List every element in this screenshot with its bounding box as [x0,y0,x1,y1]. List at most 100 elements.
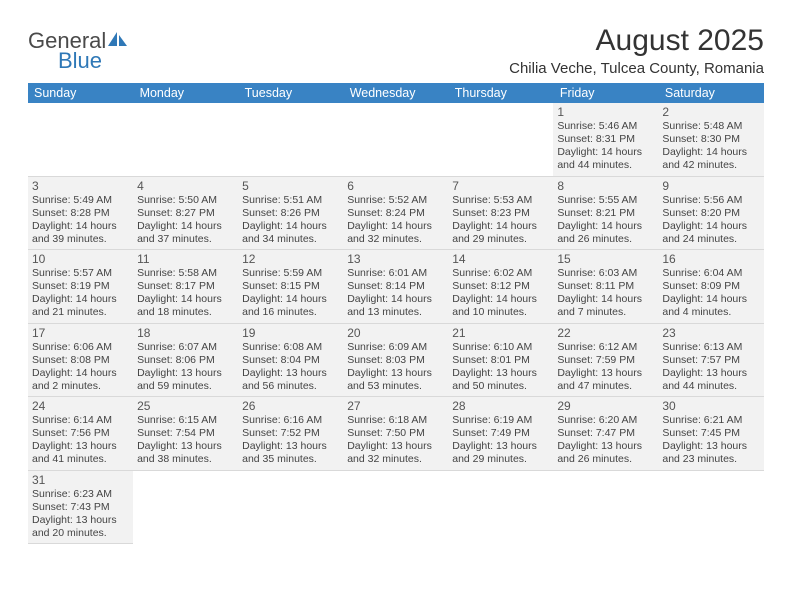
calendar-cell [28,103,133,176]
location-text: Chilia Veche, Tulcea County, Romania [509,60,764,77]
calendar-cell: 6Sunrise: 5:52 AMSunset: 8:24 PMDaylight… [343,176,448,250]
calendar-cell [133,470,238,544]
calendar-page: General Blue August 2025 Chilia Veche, T… [0,0,792,560]
day-info: Sunrise: 5:56 AMSunset: 8:20 PMDaylight:… [662,194,759,247]
calendar-cell: 3Sunrise: 5:49 AMSunset: 8:28 PMDaylight… [28,176,133,250]
day-info: Sunrise: 5:49 AMSunset: 8:28 PMDaylight:… [32,194,129,247]
day-number: 4 [137,179,234,193]
brand-name-2: Blue [58,50,128,72]
calendar-cell: 18Sunrise: 6:07 AMSunset: 8:06 PMDayligh… [133,323,238,397]
calendar-cell: 20Sunrise: 6:09 AMSunset: 8:03 PMDayligh… [343,323,448,397]
day-number: 31 [32,473,129,487]
day-info: Sunrise: 6:07 AMSunset: 8:06 PMDaylight:… [137,341,234,394]
day-info: Sunrise: 5:50 AMSunset: 8:27 PMDaylight:… [137,194,234,247]
weekday-header: Wednesday [343,83,448,103]
day-info: Sunrise: 5:58 AMSunset: 8:17 PMDaylight:… [137,267,234,320]
calendar-cell: 4Sunrise: 5:50 AMSunset: 8:27 PMDaylight… [133,176,238,250]
day-info: Sunrise: 6:20 AMSunset: 7:47 PMDaylight:… [557,414,654,467]
day-number: 13 [347,252,444,266]
calendar-body: 1Sunrise: 5:46 AMSunset: 8:31 PMDaylight… [28,103,764,544]
day-number: 27 [347,399,444,413]
day-number: 25 [137,399,234,413]
brand-text: General Blue [28,30,128,72]
day-number: 9 [662,179,759,193]
day-number: 20 [347,326,444,340]
day-number: 1 [557,105,654,119]
day-info: Sunrise: 5:57 AMSunset: 8:19 PMDaylight:… [32,267,129,320]
day-info: Sunrise: 5:51 AMSunset: 8:26 PMDaylight:… [242,194,339,247]
day-info: Sunrise: 6:10 AMSunset: 8:01 PMDaylight:… [452,341,549,394]
day-info: Sunrise: 5:53 AMSunset: 8:23 PMDaylight:… [452,194,549,247]
calendar-cell [343,103,448,176]
calendar-cell: 26Sunrise: 6:16 AMSunset: 7:52 PMDayligh… [238,397,343,471]
day-info: Sunrise: 6:19 AMSunset: 7:49 PMDaylight:… [452,414,549,467]
weekday-header: Saturday [658,83,763,103]
calendar-cell: 16Sunrise: 6:04 AMSunset: 8:09 PMDayligh… [658,250,763,324]
day-info: Sunrise: 6:09 AMSunset: 8:03 PMDaylight:… [347,341,444,394]
day-info: Sunrise: 6:12 AMSunset: 7:59 PMDaylight:… [557,341,654,394]
sail-icon [108,28,128,53]
day-number: 8 [557,179,654,193]
calendar-cell: 19Sunrise: 6:08 AMSunset: 8:04 PMDayligh… [238,323,343,397]
calendar-cell [448,470,553,544]
calendar-cell: 15Sunrise: 6:03 AMSunset: 8:11 PMDayligh… [553,250,658,324]
weekday-header: Thursday [448,83,553,103]
calendar-cell: 25Sunrise: 6:15 AMSunset: 7:54 PMDayligh… [133,397,238,471]
day-number: 5 [242,179,339,193]
calendar-cell: 2Sunrise: 5:48 AMSunset: 8:30 PMDaylight… [658,103,763,176]
day-number: 15 [557,252,654,266]
calendar-cell: 8Sunrise: 5:55 AMSunset: 8:21 PMDaylight… [553,176,658,250]
calendar-cell: 22Sunrise: 6:12 AMSunset: 7:59 PMDayligh… [553,323,658,397]
day-info: Sunrise: 6:21 AMSunset: 7:45 PMDaylight:… [662,414,759,467]
day-number: 24 [32,399,129,413]
day-number: 28 [452,399,549,413]
day-info: Sunrise: 5:48 AMSunset: 8:30 PMDaylight:… [662,120,759,173]
day-number: 23 [662,326,759,340]
day-number: 10 [32,252,129,266]
weekday-header: Monday [133,83,238,103]
calendar-cell: 23Sunrise: 6:13 AMSunset: 7:57 PMDayligh… [658,323,763,397]
calendar-cell [553,470,658,544]
calendar-cell [238,470,343,544]
day-info: Sunrise: 6:16 AMSunset: 7:52 PMDaylight:… [242,414,339,467]
calendar-cell: 11Sunrise: 5:58 AMSunset: 8:17 PMDayligh… [133,250,238,324]
calendar-cell [448,103,553,176]
calendar-cell: 10Sunrise: 5:57 AMSunset: 8:19 PMDayligh… [28,250,133,324]
day-info: Sunrise: 5:55 AMSunset: 8:21 PMDaylight:… [557,194,654,247]
day-info: Sunrise: 6:01 AMSunset: 8:14 PMDaylight:… [347,267,444,320]
title-block: August 2025 Chilia Veche, Tulcea County,… [509,24,764,77]
day-number: 6 [347,179,444,193]
calendar-cell: 14Sunrise: 6:02 AMSunset: 8:12 PMDayligh… [448,250,553,324]
day-info: Sunrise: 6:08 AMSunset: 8:04 PMDaylight:… [242,341,339,394]
day-number: 29 [557,399,654,413]
calendar-header-row: Sunday Monday Tuesday Wednesday Thursday… [28,83,764,103]
day-number: 12 [242,252,339,266]
weekday-header: Sunday [28,83,133,103]
calendar-cell [343,470,448,544]
calendar-cell: 27Sunrise: 6:18 AMSunset: 7:50 PMDayligh… [343,397,448,471]
day-info: Sunrise: 6:13 AMSunset: 7:57 PMDaylight:… [662,341,759,394]
calendar-cell: 9Sunrise: 5:56 AMSunset: 8:20 PMDaylight… [658,176,763,250]
month-title: August 2025 [509,24,764,58]
day-info: Sunrise: 6:14 AMSunset: 7:56 PMDaylight:… [32,414,129,467]
day-info: Sunrise: 5:46 AMSunset: 8:31 PMDaylight:… [557,120,654,173]
day-number: 3 [32,179,129,193]
brand-logo: General Blue [28,24,128,72]
calendar-cell [133,103,238,176]
day-info: Sunrise: 6:02 AMSunset: 8:12 PMDaylight:… [452,267,549,320]
day-info: Sunrise: 6:06 AMSunset: 8:08 PMDaylight:… [32,341,129,394]
day-info: Sunrise: 6:04 AMSunset: 8:09 PMDaylight:… [662,267,759,320]
calendar-cell: 7Sunrise: 5:53 AMSunset: 8:23 PMDaylight… [448,176,553,250]
calendar-cell [238,103,343,176]
calendar-cell: 17Sunrise: 6:06 AMSunset: 8:08 PMDayligh… [28,323,133,397]
day-number: 17 [32,326,129,340]
day-number: 22 [557,326,654,340]
day-number: 19 [242,326,339,340]
page-header: General Blue August 2025 Chilia Veche, T… [28,24,764,77]
day-number: 21 [452,326,549,340]
day-number: 30 [662,399,759,413]
day-info: Sunrise: 5:59 AMSunset: 8:15 PMDaylight:… [242,267,339,320]
calendar-cell: 21Sunrise: 6:10 AMSunset: 8:01 PMDayligh… [448,323,553,397]
day-number: 26 [242,399,339,413]
calendar-cell: 29Sunrise: 6:20 AMSunset: 7:47 PMDayligh… [553,397,658,471]
